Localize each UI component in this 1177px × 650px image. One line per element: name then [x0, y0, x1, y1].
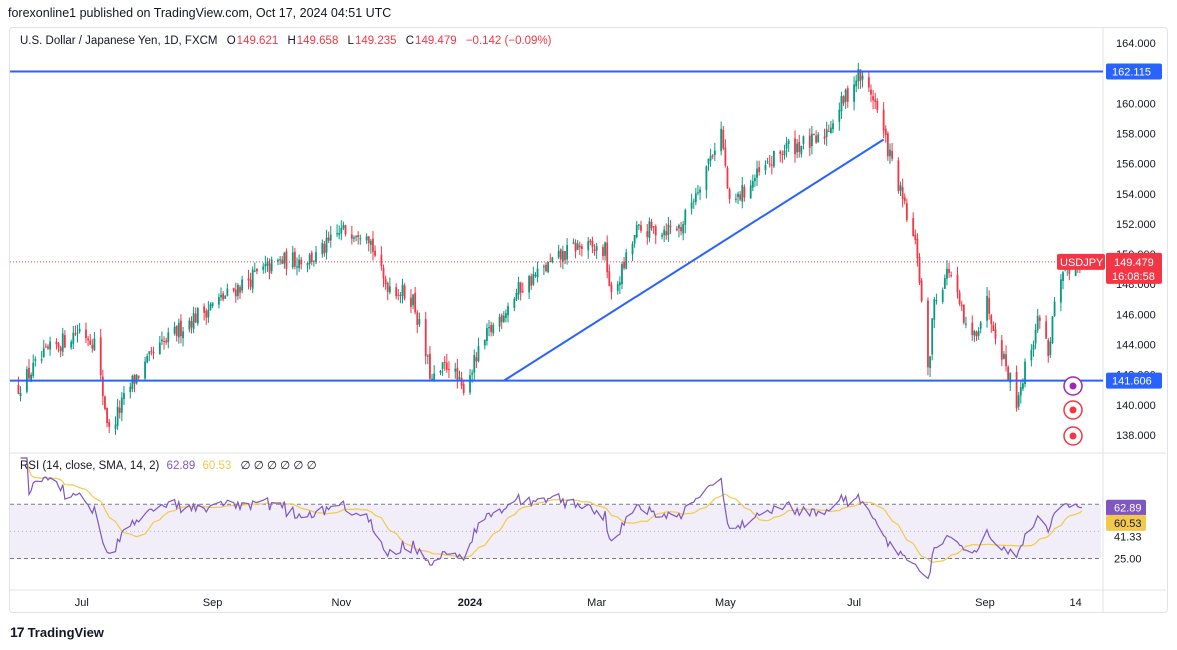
- tradingview-logo-icon: 17: [10, 624, 25, 640]
- footer-brand-label: TradingView: [27, 624, 104, 640]
- rsi-legend-sma: 60.53: [202, 460, 232, 472]
- symbol-name: U.S. Dollar / Japanese Yen, 1D, FXCM: [20, 35, 218, 47]
- low-label: L: [347, 35, 354, 47]
- symbol-legend[interactable]: U.S. Dollar / Japanese Yen, 1D, FXCM O14…: [20, 35, 552, 47]
- rsi-legend[interactable]: RSI (14, close, SMA, 14, 2) 62.89 60.53 …: [20, 458, 317, 472]
- publication-header: forexonline1 published on TradingView.co…: [8, 6, 392, 20]
- high-label: H: [287, 35, 296, 47]
- close-label: C: [405, 35, 415, 47]
- high-value: 149.658: [296, 35, 339, 47]
- open-label: O: [226, 35, 236, 47]
- chart-frame: [9, 27, 1168, 613]
- rsi-empty-values: ∅ ∅ ∅ ∅ ∅ ∅: [240, 460, 317, 472]
- rsi-label: RSI (14, close, SMA, 14, 2): [20, 460, 160, 472]
- footer-brand[interactable]: 17 TradingView: [10, 624, 104, 640]
- close-value: 149.479: [415, 35, 457, 47]
- rsi-legend-value: 62.89: [166, 460, 196, 472]
- open-value: 149.621: [236, 35, 279, 47]
- low-value: 149.235: [354, 35, 397, 47]
- change-value: −0.142 (−0.09%): [465, 35, 552, 47]
